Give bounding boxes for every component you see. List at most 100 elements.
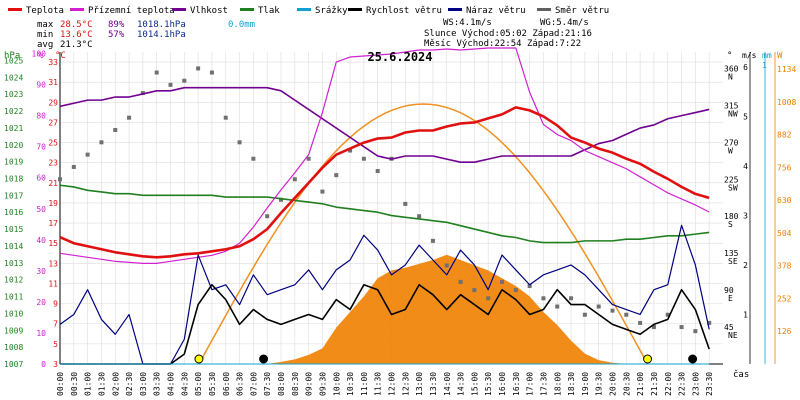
tick-label-pct: 10: [36, 329, 46, 338]
tick-label-w: 630: [777, 196, 792, 205]
legend-label: Tlak: [258, 6, 280, 16]
tick-label-time: 19:00: [581, 372, 590, 396]
tick-label-time: 10:00: [332, 372, 341, 396]
axis-unit-hpa: hPa: [4, 51, 20, 61]
tick-label-w: 378: [777, 262, 792, 271]
legend-label: Náraz větru: [466, 6, 526, 16]
legend-swatch: [8, 8, 22, 11]
tick-label-degc: 33: [48, 58, 58, 67]
tick-label-time: 11:00: [360, 372, 369, 396]
tick-label-dir-compass: NE: [728, 331, 738, 340]
sunrise-marker: [194, 354, 204, 364]
tick-label-hpa: 1020: [4, 141, 23, 150]
tick-label-pct: 0: [41, 360, 46, 369]
tick-label-time: 23:00: [691, 372, 700, 396]
tick-label-degc: 21: [48, 179, 58, 188]
wind-dir-point: [624, 312, 629, 317]
tick-label-time: 13:00: [415, 372, 424, 396]
tick-label-time: 12:30: [401, 372, 410, 396]
tick-label-degc: 9: [53, 300, 58, 309]
tick-label-hpa: 1025: [4, 56, 23, 65]
axis-unit-ms: m/s: [742, 51, 757, 60]
wind-dir-point: [279, 197, 283, 202]
tick-label-time: 19:30: [595, 372, 604, 396]
wind-dir-point: [707, 320, 712, 325]
legend-label: Směr větru: [555, 6, 609, 16]
legend-label: Rychlost větru: [366, 6, 442, 16]
wind-dir-point: [209, 70, 214, 75]
tick-label-time: 00:30: [70, 372, 79, 396]
stat-row-label-max: max: [37, 20, 54, 30]
tick-label-time: 08:00: [277, 372, 286, 396]
tick-label-time: 13:30: [429, 372, 438, 396]
tick-label-dir: 315: [724, 101, 739, 110]
tick-label-dir-compass: W: [728, 146, 733, 155]
sun-curve: [198, 103, 649, 365]
tick-label-time: 05:00: [194, 372, 203, 396]
wind-dir-point: [334, 173, 339, 178]
tick-label-time: 02:00: [111, 372, 120, 396]
stat-moon: Měsíc Východ:22:54 Západ:7:22: [424, 39, 581, 49]
tick-label-time: 17:30: [539, 372, 548, 396]
wind-dir-point: [140, 91, 145, 96]
plot-area: [58, 47, 712, 365]
legend-swatch: [297, 8, 311, 11]
wind-dir-point: [555, 304, 560, 309]
tick-label-time: 21:30: [650, 372, 659, 396]
wind-dir-point: [196, 66, 201, 71]
wind-dir-point: [472, 288, 477, 293]
wind-dir-point: [251, 156, 256, 161]
axes: hPa% °C ° m/s mm Wčas102510241023102210211020…: [4, 50, 796, 396]
tick-label-degc: 13: [48, 259, 58, 268]
tick-label-w: 1008: [777, 98, 796, 107]
tick-label-hpa: 1024: [4, 73, 23, 82]
wind-dir-point: [154, 70, 159, 75]
pressure-line: [59, 184, 710, 244]
tick-label-time: 04:00: [167, 372, 176, 396]
tick-label-time: 14:30: [457, 372, 466, 396]
tick-label-time: 08:30: [291, 372, 300, 396]
axis-unit-mm: mm: [762, 51, 772, 60]
tick-label-time: 12:00: [388, 372, 397, 396]
tick-label-degc: 7: [53, 320, 58, 329]
tick-label-dir-compass: S: [728, 220, 733, 229]
legend-swatch: [70, 8, 84, 11]
axis-unit-deg: °: [727, 51, 732, 61]
wind-dir-point: [665, 312, 670, 317]
tick-label-pct: 70: [36, 143, 46, 152]
wind-dir-point: [265, 214, 270, 219]
tick-label-time: 01:00: [84, 372, 93, 396]
tick-label-time: 22:30: [678, 372, 687, 396]
tick-label-dir: 90: [724, 286, 734, 295]
tick-label-hpa: 1014: [4, 242, 23, 251]
legend-swatch: [172, 8, 186, 11]
tick-label-degc: 5: [53, 340, 58, 349]
legend-swatch: [240, 8, 254, 11]
tick-label-ms: 6: [743, 63, 748, 72]
tick-label-ms: 4: [743, 162, 748, 171]
wind-dir-point: [430, 238, 435, 243]
stat-wg: WG:5.4m/s: [540, 18, 589, 28]
tick-label-time: 02:30: [125, 372, 134, 396]
tick-label-ms: 5: [743, 112, 748, 121]
tick-label-hpa: 1009: [4, 326, 23, 335]
wind-dir-point: [486, 296, 491, 301]
tick-label-time: 09:30: [318, 372, 327, 396]
wind-dir-point: [99, 140, 104, 145]
wind-dir-point: [679, 325, 684, 330]
tick-label-hpa: 1011: [4, 293, 23, 302]
wind-dir-point: [403, 201, 408, 206]
wind-dir-point: [71, 164, 76, 169]
stats-panel: max 28.5°C 89% 1018.1hPa 0.0mm min 13.6°…: [37, 18, 592, 50]
tick-label-hpa: 1023: [4, 90, 23, 99]
tick-label-hpa: 1017: [4, 191, 23, 200]
tick-label-dir-compass: NW: [728, 109, 738, 118]
wind-dir-point: [223, 115, 228, 120]
tick-label-ms: 2: [743, 261, 748, 270]
tick-label-pct: 20: [36, 298, 46, 307]
stat-max-press: 1018.1hPa: [137, 20, 186, 30]
tick-label-hpa: 1013: [4, 259, 23, 268]
tick-label-dir-compass: N: [728, 72, 733, 81]
wind-dir-point: [85, 152, 90, 157]
tick-label-degc: 23: [48, 159, 58, 168]
